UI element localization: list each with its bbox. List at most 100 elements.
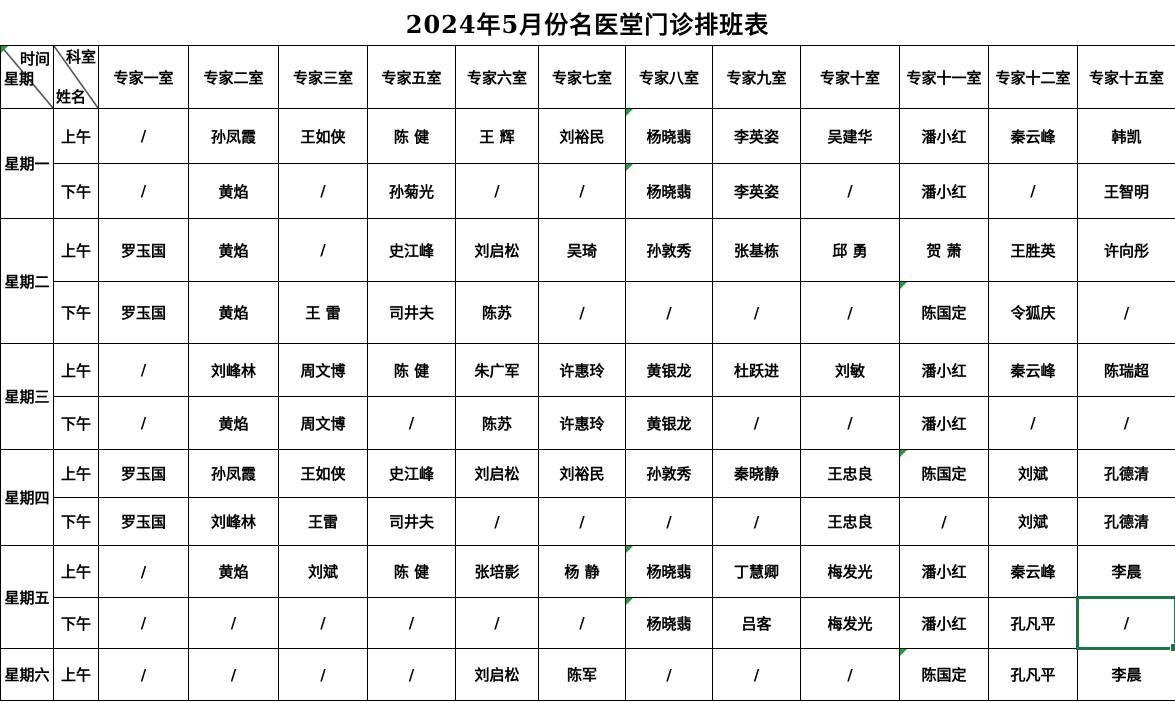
schedule-cell[interactable]: 潘小红 — [899, 108, 989, 164]
schedule-cell[interactable]: 王雷 — [278, 497, 368, 546]
schedule-cell[interactable]: / — [712, 497, 801, 546]
schedule-cell[interactable]: 李英姿 — [712, 108, 801, 164]
day-label[interactable]: 星期五 — [0, 545, 54, 649]
schedule-cell[interactable]: 李英姿 — [712, 163, 801, 219]
schedule-cell[interactable]: 孙凤霞 — [188, 108, 279, 164]
schedule-cell[interactable]: / — [1077, 281, 1175, 344]
schedule-cell[interactable]: 陈 健 — [367, 545, 456, 598]
schedule-cell[interactable]: 潘小红 — [899, 163, 989, 219]
schedule-cell[interactable]: 秦云峰 — [988, 343, 1078, 397]
period-cell[interactable]: 下午 — [53, 281, 99, 344]
schedule-cell[interactable]: / — [538, 497, 626, 546]
column-header-9[interactable]: 专家十室 — [800, 45, 900, 109]
period-cell[interactable]: 下午 — [53, 163, 99, 219]
schedule-cell[interactable]: 秦云峰 — [988, 545, 1078, 598]
schedule-cell[interactable]: 罗玉国 — [98, 497, 189, 546]
period-cell[interactable]: 上午 — [53, 648, 99, 701]
schedule-cell[interactable]: 黄焰 — [188, 163, 279, 219]
schedule-cell[interactable]: 刘斌 — [988, 449, 1078, 498]
schedule-cell[interactable]: / — [800, 396, 900, 450]
schedule-cell[interactable]: / — [278, 648, 368, 701]
schedule-cell[interactable]: 邱 勇 — [800, 218, 900, 282]
schedule-cell[interactable]: 刘峰林 — [188, 497, 279, 546]
column-header-12[interactable]: 专家十五室 — [1077, 45, 1175, 109]
schedule-cell[interactable]: / — [98, 545, 189, 598]
schedule-cell[interactable]: 王 雷 — [278, 281, 368, 344]
schedule-cell[interactable]: 周文博 — [278, 343, 368, 397]
schedule-cell[interactable]: 陈国定 — [899, 648, 989, 701]
schedule-cell[interactable]: 陈瑞超 — [1077, 343, 1175, 397]
day-label[interactable]: 星期六 — [0, 648, 54, 701]
schedule-cell[interactable]: 黄焰 — [188, 545, 279, 598]
schedule-cell[interactable]: 吴建华 — [800, 108, 900, 164]
schedule-cell[interactable]: / — [278, 597, 368, 649]
schedule-cell[interactable]: / — [712, 648, 801, 701]
schedule-cell[interactable]: 陈苏 — [455, 396, 539, 450]
schedule-cell[interactable]: 杨 静 — [538, 545, 626, 598]
schedule-cell[interactable]: 孙凤霞 — [188, 449, 279, 498]
schedule-cell[interactable]: 史江峰 — [367, 218, 456, 282]
schedule-cell[interactable]: 杨晓翡 — [625, 545, 713, 598]
schedule-cell[interactable]: 陈 健 — [367, 108, 456, 164]
schedule-cell[interactable]: 黄焰 — [188, 281, 279, 344]
period-cell[interactable]: 下午 — [53, 497, 99, 546]
schedule-cell[interactable]: 潘小红 — [899, 396, 989, 450]
schedule-cell[interactable]: 杜跃进 — [712, 343, 801, 397]
schedule-cell[interactable]: / — [625, 281, 713, 344]
column-header-5[interactable]: 专家六室 — [455, 45, 539, 109]
schedule-cell[interactable]: 孔凡平 — [988, 597, 1078, 649]
schedule-cell[interactable]: 朱广军 — [455, 343, 539, 397]
period-cell[interactable]: 上午 — [53, 449, 99, 498]
schedule-cell[interactable]: 孙菊光 — [367, 163, 456, 219]
schedule-cell[interactable]: / — [367, 648, 456, 701]
schedule-cell[interactable]: 贺 萧 — [899, 218, 989, 282]
schedule-cell[interactable]: 刘启松 — [455, 449, 539, 498]
schedule-cell[interactable]: / — [899, 497, 989, 546]
schedule-cell[interactable]: / — [188, 597, 279, 649]
column-header-7[interactable]: 专家八室 — [625, 45, 713, 109]
schedule-cell[interactable]: 刘启松 — [455, 648, 539, 701]
schedule-cell[interactable]: 王如侠 — [278, 108, 368, 164]
period-cell[interactable]: 上午 — [53, 545, 99, 598]
column-header-11[interactable]: 专家十二室 — [988, 45, 1078, 109]
schedule-cell[interactable]: 吴琦 — [538, 218, 626, 282]
schedule-cell[interactable]: 梅发光 — [800, 545, 900, 598]
schedule-cell[interactable]: 周文博 — [278, 396, 368, 450]
schedule-cell[interactable]: / — [278, 218, 368, 282]
schedule-cell[interactable]: 孔凡平 — [988, 648, 1078, 701]
schedule-cell[interactable]: 杨晓翡 — [625, 597, 713, 649]
schedule-cell[interactable]: 黄银龙 — [625, 396, 713, 450]
schedule-cell[interactable]: 令狐庆 — [988, 281, 1078, 344]
column-header-10[interactable]: 专家十一室 — [899, 45, 989, 109]
schedule-cell[interactable]: / — [98, 648, 189, 701]
schedule-cell[interactable]: 王智明 — [1077, 163, 1175, 219]
schedule-cell[interactable]: 刘峰林 — [188, 343, 279, 397]
schedule-cell[interactable]: 陈国定 — [899, 281, 989, 344]
schedule-cell[interactable]: / — [98, 597, 189, 649]
schedule-cell[interactable]: / — [455, 163, 539, 219]
schedule-cell[interactable]: 许惠玲 — [538, 343, 626, 397]
schedule-cell[interactable]: 秦云峰 — [988, 108, 1078, 164]
schedule-cell[interactable]: 王忠良 — [800, 497, 900, 546]
schedule-cell[interactable]: 刘启松 — [455, 218, 539, 282]
schedule-cell[interactable]: 刘裕民 — [538, 108, 626, 164]
schedule-cell[interactable]: 孙敦秀 — [625, 218, 713, 282]
schedule-cell[interactable]: 刘敏 — [800, 343, 900, 397]
schedule-cell[interactable]: / — [800, 281, 900, 344]
schedule-cell[interactable]: 丁慧卿 — [712, 545, 801, 598]
schedule-cell[interactable]: 韩凯 — [1077, 108, 1175, 164]
schedule-cell[interactable]: 刘裕民 — [538, 449, 626, 498]
schedule-cell[interactable]: / — [712, 396, 801, 450]
schedule-cell[interactable]: 刘斌 — [278, 545, 368, 598]
schedule-cell[interactable]: 陈 健 — [367, 343, 456, 397]
schedule-cell[interactable]: / — [1077, 396, 1175, 450]
period-cell[interactable]: 下午 — [53, 396, 99, 450]
schedule-cell[interactable]: 梅发光 — [800, 597, 900, 649]
schedule-cell[interactable]: / — [455, 597, 539, 649]
schedule-cell[interactable]: 张基栋 — [712, 218, 801, 282]
schedule-cell[interactable]: / — [98, 163, 189, 219]
schedule-cell[interactable]: 潘小红 — [899, 343, 989, 397]
schedule-cell[interactable]: 许向彤 — [1077, 218, 1175, 282]
schedule-cell[interactable]: / — [800, 163, 900, 219]
schedule-cell[interactable]: 王忠良 — [800, 449, 900, 498]
